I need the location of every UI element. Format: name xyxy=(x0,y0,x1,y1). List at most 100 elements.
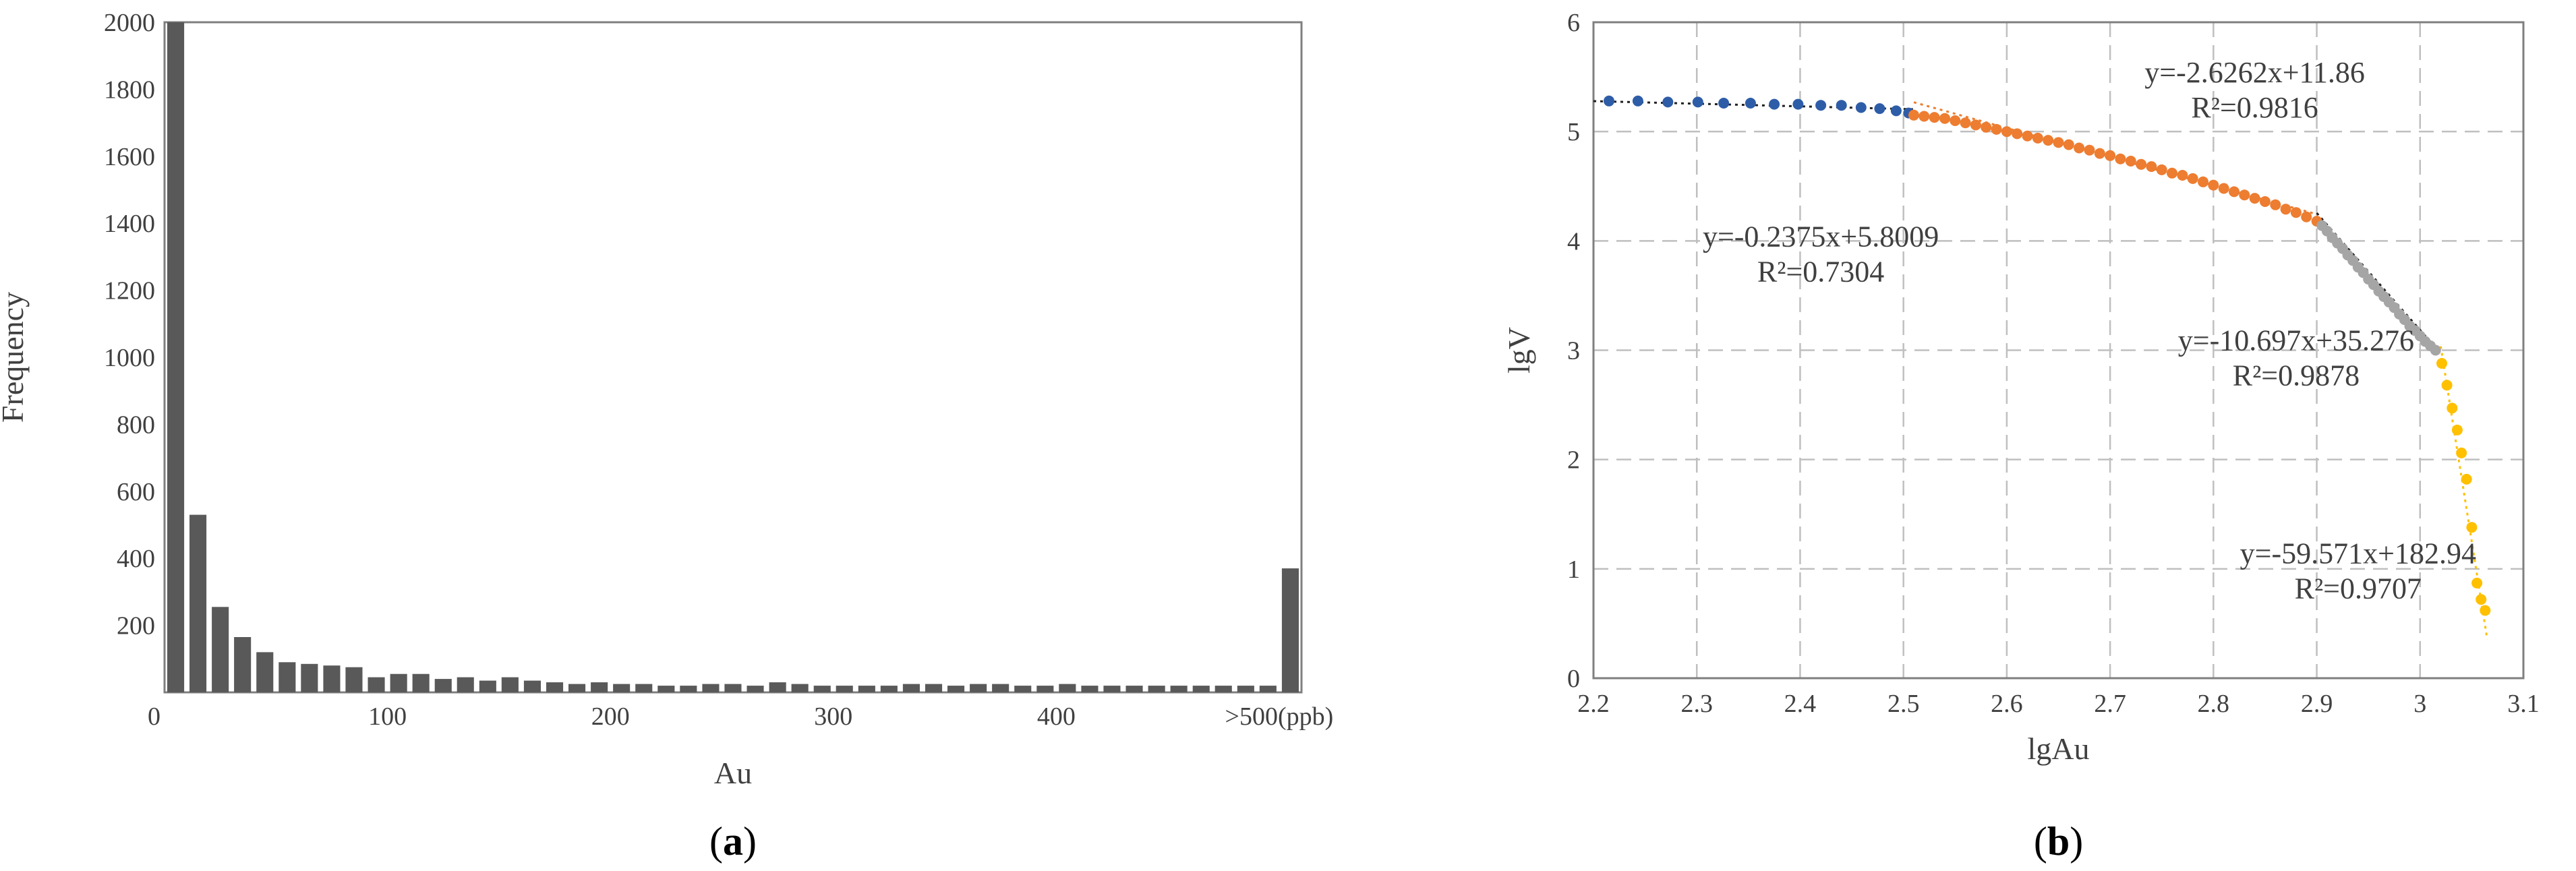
data-point xyxy=(1815,100,1827,111)
data-point xyxy=(1769,98,1780,110)
panel-a-caption: (a) xyxy=(709,819,757,864)
data-point xyxy=(2125,156,2136,167)
y-tick-label: 1 xyxy=(1567,555,1580,584)
panel-b-caption: (b) xyxy=(2034,819,2083,864)
histogram-bar xyxy=(301,663,318,692)
trendline-equation: y=-0.2375x+5.8009 xyxy=(1703,220,1939,253)
data-point xyxy=(2456,447,2467,458)
data-point xyxy=(1792,98,1804,110)
histogram-bar xyxy=(234,637,252,692)
data-point xyxy=(1919,111,1930,122)
y-tick-label: 6 xyxy=(1567,9,1580,37)
data-point xyxy=(1874,103,1885,115)
trendline-equation: y=-2.6262x+11.86 xyxy=(2144,56,2365,89)
histogram-bar xyxy=(546,682,564,692)
histogram-bar xyxy=(635,684,653,692)
histogram-bar xyxy=(457,677,474,692)
histogram-bar xyxy=(702,684,720,692)
y-tick-label: 400 xyxy=(117,545,155,573)
trendline-r-squared: R²=0.9816 xyxy=(2191,91,2318,124)
data-point xyxy=(2441,380,2453,391)
y-tick-label: 2000 xyxy=(104,9,155,37)
x-tick-label: 3 xyxy=(2413,690,2426,718)
data-point xyxy=(1855,102,1867,113)
data-point xyxy=(2430,344,2441,356)
data-point xyxy=(2043,135,2054,146)
histogram-bar xyxy=(880,686,898,692)
x-tick-label: 100 xyxy=(368,702,407,731)
data-point xyxy=(2259,196,2271,207)
data-point xyxy=(2471,577,2483,589)
x-tick-label: >500(ppb) xyxy=(1225,702,1334,731)
histogram-bar xyxy=(1214,686,1232,692)
data-point xyxy=(2476,594,2487,605)
histogram-bar xyxy=(434,679,452,692)
data-point xyxy=(2249,193,2260,204)
data-point xyxy=(2290,207,2302,218)
x-tick-label: 400 xyxy=(1037,702,1076,731)
x-tick-label: 2.4 xyxy=(1784,690,1817,718)
data-point xyxy=(2447,402,2458,414)
data-point xyxy=(2177,170,2188,181)
histogram-bar xyxy=(1103,686,1121,692)
histogram-bar xyxy=(1237,686,1254,692)
data-point xyxy=(2218,183,2229,194)
histogram-bar xyxy=(1192,686,1210,692)
x-tick-label: 2.3 xyxy=(1680,690,1713,718)
y-tick-label: 1200 xyxy=(104,277,155,305)
histogram-bar xyxy=(412,673,430,692)
data-point xyxy=(1836,100,1847,111)
data-point xyxy=(1991,123,2002,135)
data-point xyxy=(2156,164,2167,175)
trendline-r-squared: R²=0.9878 xyxy=(2233,359,2360,392)
x-tick-label: 2.2 xyxy=(1577,690,1610,718)
histogram-bar xyxy=(523,680,541,692)
data-point xyxy=(2032,132,2043,144)
panel-a-x-ticks: 0 100 200 300 400 >500(ppb) xyxy=(148,702,1333,731)
data-point xyxy=(1692,96,1703,108)
panel-a-plot-frame xyxy=(163,21,1303,694)
histogram-bar xyxy=(279,662,296,692)
panel-a-y-ticks: 2000 1800 1600 1400 1200 1000 800 600 400 200 xyxy=(104,9,155,640)
y-tick-label: 3 xyxy=(1567,337,1580,365)
x-tick-label: 0 xyxy=(148,702,160,731)
x-tick-label: 3.1 xyxy=(2507,690,2540,718)
histogram-bar xyxy=(256,652,274,692)
histogram-bar xyxy=(970,684,987,692)
histogram-bar xyxy=(568,684,586,692)
histogram-bar xyxy=(1059,684,1076,692)
panel-b-plot-frame xyxy=(1592,21,2525,680)
histogram-bar xyxy=(323,665,341,692)
panel-b-y-axis-label: lgV xyxy=(1502,327,1536,373)
histogram-bar xyxy=(1259,686,1277,692)
histogram-bar xyxy=(167,22,185,692)
data-point xyxy=(1632,95,1643,107)
histogram-bar xyxy=(390,673,407,692)
histogram-bar xyxy=(368,677,385,692)
histogram-bar xyxy=(1125,686,1143,692)
data-point xyxy=(2022,130,2033,142)
trendline-equation: y=-10.697x+35.276 xyxy=(2178,324,2414,357)
histogram-bar xyxy=(925,684,943,692)
data-point xyxy=(1890,105,1902,117)
data-point xyxy=(2187,173,2198,184)
panel-b-x-ticks: 2.2 2.3 2.4 2.5 2.6 2.7 2.8 2.9 3 3.1 xyxy=(1577,690,2540,718)
x-tick-label: 2.9 xyxy=(2301,690,2333,718)
x-tick-label: 200 xyxy=(591,702,630,731)
data-point xyxy=(2280,204,2291,215)
data-point xyxy=(1970,119,1981,131)
data-point xyxy=(2063,139,2074,150)
histogram-bar xyxy=(479,680,496,692)
panel-a-y-axis-label: Frequency xyxy=(0,292,30,423)
histogram-bar xyxy=(836,686,853,692)
y-tick-label: 1600 xyxy=(104,143,155,171)
data-point xyxy=(2115,153,2126,164)
trendline-r-squared: R²=0.7304 xyxy=(1757,255,1884,288)
data-point xyxy=(2466,522,2478,533)
y-tick-label: 1800 xyxy=(104,76,155,104)
histogram-bar xyxy=(1281,568,1299,692)
panel-a-bars xyxy=(167,22,1299,692)
data-point xyxy=(2084,144,2095,156)
